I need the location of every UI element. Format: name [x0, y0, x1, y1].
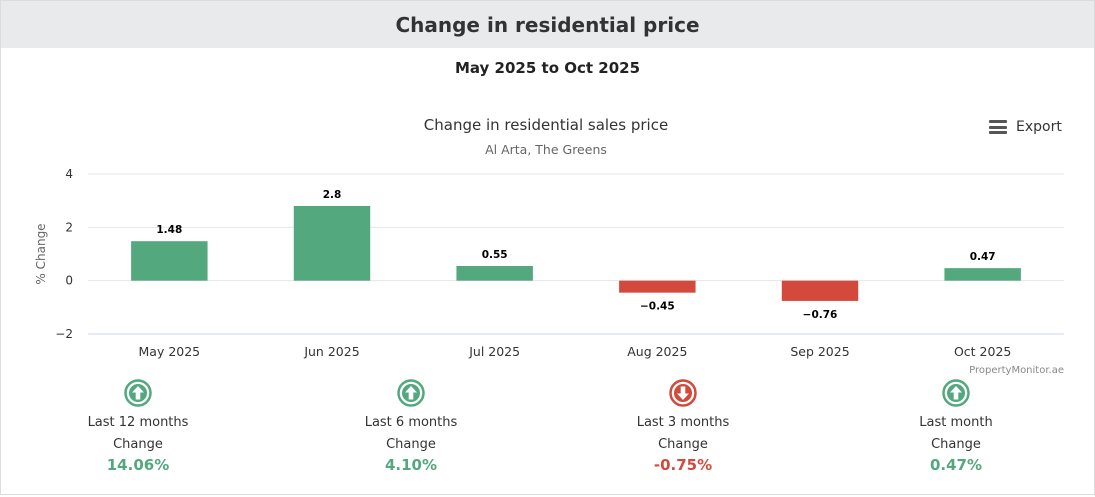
x-tick-label: Oct 2025 — [954, 344, 1011, 359]
menu-icon — [989, 120, 1007, 134]
data-label: 0.47 — [970, 251, 996, 263]
x-tick-label: Jun 2025 — [303, 344, 359, 359]
summary-change-label: Change — [113, 437, 163, 452]
export-label: Export — [1016, 119, 1062, 135]
bar — [131, 241, 208, 281]
chart-subtitle: Al Arta, The Greens — [485, 142, 607, 157]
x-tick-label: Sep 2025 — [790, 344, 849, 359]
x-tick-label: Jul 2025 — [468, 344, 520, 359]
summary-period: Last 3 months — [636, 415, 730, 430]
summary-item-6-months: Last 6 months Change 4.10% — [321, 379, 501, 474]
arrow-up-circle-icon — [124, 379, 152, 407]
arrow-up-circle-icon — [942, 379, 970, 407]
y-tick-label: 2 — [65, 220, 73, 234]
summary-change-label: Change — [931, 437, 981, 452]
bar — [456, 266, 533, 281]
summary-item-last-month: Last month Change 0.47% — [866, 379, 1046, 474]
bar — [293, 206, 371, 281]
data-label: 2.8 — [323, 189, 342, 201]
summary-period: Last 6 months — [364, 415, 458, 430]
summary-change-label: Change — [658, 437, 708, 452]
summary-change-label: Change — [386, 437, 436, 452]
y-tick-label: 4 — [65, 167, 73, 181]
period-label: May 2025 to Oct 2025 — [454, 59, 641, 77]
summary-period: Last month — [919, 415, 993, 430]
chart-title: Change in residential sales price — [424, 116, 668, 134]
data-label: 0.55 — [482, 249, 508, 261]
summary-value: -0.75% — [653, 456, 713, 474]
export-button[interactable]: Export — [989, 119, 1062, 135]
y-axis-title: % Change — [34, 223, 48, 284]
bar — [619, 280, 696, 293]
data-label: −0.45 — [640, 301, 675, 313]
x-tick-label: Aug 2025 — [627, 344, 687, 359]
summary-item-12-months: Last 12 months Change 14.06% — [48, 379, 228, 474]
y-tick-label: −2 — [55, 327, 73, 341]
summary-value: 14.06% — [106, 456, 170, 474]
y-tick-label: 0 — [65, 274, 73, 288]
summary-value: 4.10% — [384, 456, 438, 474]
summary-period: Last 12 months — [87, 415, 189, 430]
bar-chart: Change in residential sales price Al Arta… — [34, 116, 1064, 376]
data-label: −0.76 — [803, 309, 838, 321]
bar — [781, 280, 859, 301]
chart-credit: PropertyMonitor.ae — [969, 365, 1064, 376]
card-header: Change in residential price — [1, 1, 1094, 48]
x-tick-label: May 2025 — [139, 344, 201, 359]
summary-item-3-months: Last 3 months Change -0.75% — [593, 379, 773, 474]
arrow-up-circle-icon — [397, 379, 425, 407]
data-label: 1.48 — [156, 224, 182, 236]
card-title: Change in residential price — [395, 12, 700, 37]
bar — [944, 268, 1021, 281]
arrow-down-circle-icon — [669, 379, 697, 407]
summary-value: 0.47% — [929, 456, 983, 474]
